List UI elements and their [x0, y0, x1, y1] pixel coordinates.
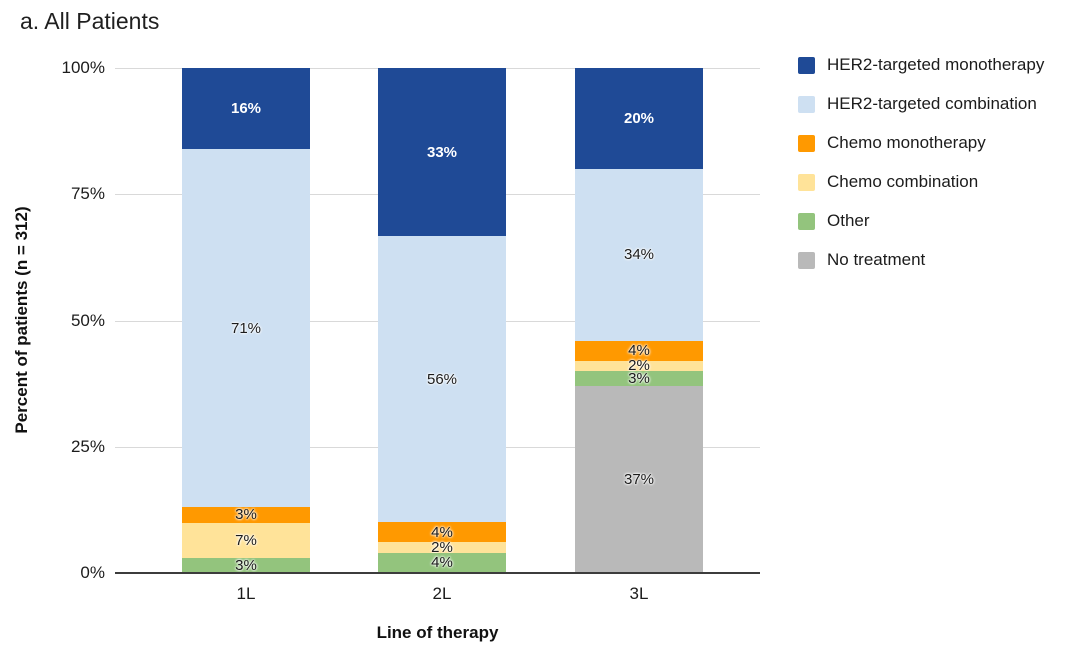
- segment-value-label: 16%: [230, 99, 262, 117]
- legend-label: HER2-targeted combination: [827, 94, 1037, 113]
- segment-value-label: 7%: [235, 531, 257, 549]
- bar-segment: 4%: [378, 521, 506, 543]
- bar-3L: 20% 34% 4% 2% 3% 37%: [575, 68, 703, 573]
- chart-title: a. All Patients: [20, 8, 160, 34]
- segment-value-label: 4%: [431, 554, 453, 572]
- legend-item: HER2-targeted monotherapy: [798, 55, 1044, 75]
- segment-value-label: 3%: [235, 506, 257, 524]
- legend-label: No treatment: [827, 250, 926, 269]
- y-tick-label: 0%: [80, 563, 105, 582]
- x-tick-label: 3L: [629, 584, 649, 603]
- legend-item: Chemo combination: [798, 172, 1044, 192]
- bar-segment: 7%: [182, 522, 310, 558]
- legend-label: Chemo monotherapy: [827, 133, 986, 152]
- legend-swatch-icon: [798, 95, 815, 113]
- bar-segment: 3%: [575, 370, 703, 388]
- bar-segment: 33%: [378, 68, 506, 237]
- segment-value-label: 2%: [431, 539, 453, 556]
- segment-value-label: 56%: [426, 370, 458, 388]
- legend-swatch-icon: [798, 56, 815, 74]
- bar-segment: 2%: [378, 539, 506, 556]
- legend-label: Other: [827, 211, 870, 230]
- segment-value-label: 37%: [623, 471, 655, 489]
- segment-value-label: 3%: [628, 370, 650, 388]
- y-tick-label: 100%: [61, 58, 105, 77]
- legend-swatch-icon: [798, 173, 815, 191]
- bar-segment: 3%: [182, 556, 310, 574]
- segment-value-label: 4%: [628, 342, 650, 360]
- legend-item: No treatment: [798, 250, 1044, 270]
- legend-swatch-icon: [798, 212, 815, 230]
- segment-value-label: 34%: [623, 246, 655, 264]
- legend-item: HER2-targeted combination: [798, 94, 1044, 114]
- bar-segment: 16%: [182, 68, 310, 149]
- x-axis-title: Line of therapy: [376, 623, 499, 642]
- bar-segment: 4%: [575, 340, 703, 361]
- bar-segment: 4%: [378, 552, 506, 573]
- bar-segment: 20%: [575, 68, 703, 169]
- legend-swatch-icon: [798, 251, 815, 269]
- x-axis-line: [115, 572, 760, 574]
- bar-segment: 37%: [575, 386, 703, 573]
- bar-1L: 16% 71% 3% 7% 3%: [182, 68, 310, 573]
- x-tick-label: 1L: [236, 584, 256, 603]
- segment-value-label: 2%: [628, 357, 650, 375]
- y-tick-label: 75%: [70, 184, 105, 204]
- legend: HER2-targeted monotherapy HER2-targeted c…: [798, 55, 1044, 289]
- bar-segment: 34%: [575, 169, 703, 341]
- y-tick-label: 25%: [70, 436, 105, 456]
- legend-label: HER2-targeted monotherapy: [827, 55, 1045, 74]
- segment-value-label: 4%: [431, 523, 453, 541]
- bar-segment: 56%: [378, 236, 506, 522]
- segment-value-label: 3%: [235, 556, 257, 574]
- legend-item: Chemo monotherapy: [798, 133, 1044, 153]
- plot-area: 16% 71% 3% 7% 3% 33% 56% 4% 2% 4% 20% 34% 4% 2% 3% 37%: [115, 68, 760, 574]
- legend-item: Other: [798, 211, 1044, 231]
- bar-2L: 33% 56% 4% 2% 4%: [378, 68, 506, 573]
- legend-label: Chemo combination: [827, 172, 979, 191]
- bar-segment: 2%: [575, 357, 703, 375]
- legend-swatch-icon: [798, 134, 815, 152]
- y-tick-label: 50%: [70, 310, 105, 330]
- bar-segment: 3%: [182, 506, 310, 524]
- segment-value-label: 33%: [426, 143, 458, 161]
- segment-value-label: 20%: [623, 110, 655, 127]
- segment-value-label: 71%: [230, 319, 262, 337]
- bar-segment: 71%: [182, 148, 310, 508]
- x-tick-label: 2L: [432, 584, 452, 603]
